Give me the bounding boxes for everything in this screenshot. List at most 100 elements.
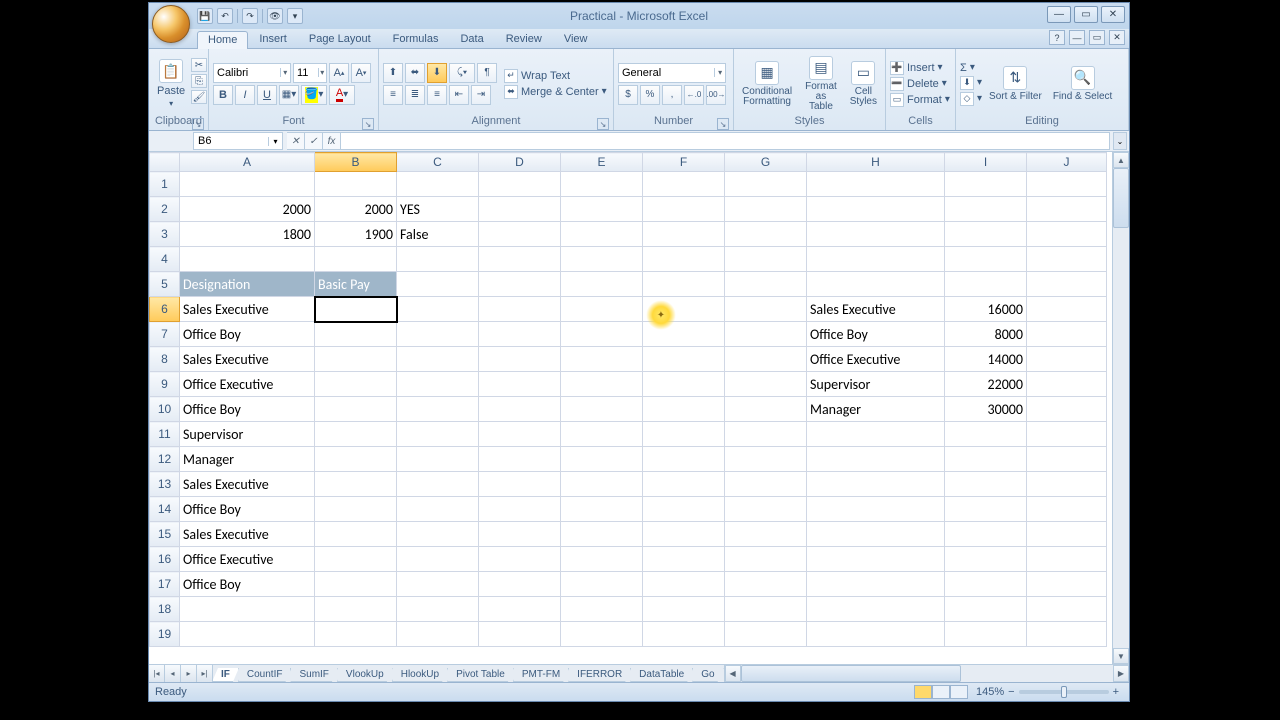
prev-sheet-button[interactable]: ◂ — [165, 665, 181, 682]
cell-F8[interactable] — [643, 347, 725, 372]
cell-H5[interactable] — [807, 272, 945, 297]
orientation-button[interactable]: ⤹▾ — [449, 63, 475, 83]
select-all-corner[interactable] — [150, 153, 180, 172]
cell-A19[interactable] — [180, 622, 315, 647]
cell-H3[interactable] — [807, 222, 945, 247]
cell-C10[interactable] — [397, 397, 479, 422]
cell-B12[interactable] — [315, 447, 397, 472]
cell-J12[interactable] — [1027, 447, 1107, 472]
cell-J1[interactable] — [1027, 172, 1107, 197]
zoom-in-button[interactable]: + — [1113, 686, 1119, 698]
row-header-3[interactable]: 3 — [150, 222, 180, 247]
dialog-launcher[interactable]: ↘ — [192, 118, 204, 130]
cell-D4[interactable] — [479, 247, 561, 272]
cell-A3[interactable]: 1800 — [180, 222, 315, 247]
cell-H13[interactable] — [807, 472, 945, 497]
sheet-tab-hlookup[interactable]: HlookUp — [392, 668, 448, 682]
cell-H15[interactable] — [807, 522, 945, 547]
tab-review[interactable]: Review — [495, 30, 553, 48]
dialog-launcher[interactable]: ↘ — [597, 118, 609, 130]
cell-styles-button[interactable]: ▭Cell Styles — [846, 59, 881, 109]
cell-A16[interactable]: Office Executive — [180, 547, 315, 572]
row-header-12[interactable]: 12 — [150, 447, 180, 472]
hscroll-thumb[interactable] — [741, 665, 961, 682]
cell-F11[interactable] — [643, 422, 725, 447]
cell-A18[interactable] — [180, 597, 315, 622]
col-header-D[interactable]: D — [479, 153, 561, 172]
cell-D17[interactable] — [479, 572, 561, 597]
align-right-button[interactable]: ≡ — [427, 85, 447, 105]
minimize-button[interactable]: — — [1047, 6, 1071, 23]
sheet-tab-sumif[interactable]: SumIF — [290, 668, 337, 682]
tab-page-layout[interactable]: Page Layout — [298, 30, 382, 48]
cell-I18[interactable] — [945, 597, 1027, 622]
cell-J8[interactable] — [1027, 347, 1107, 372]
col-header-C[interactable]: C — [397, 153, 479, 172]
cell-C3[interactable]: False — [397, 222, 479, 247]
cell-D13[interactable] — [479, 472, 561, 497]
align-middle-button[interactable]: ⬌ — [405, 63, 425, 83]
cell-H4[interactable] — [807, 247, 945, 272]
cell-I16[interactable] — [945, 547, 1027, 572]
cell-D6[interactable] — [479, 297, 561, 322]
cell-J15[interactable] — [1027, 522, 1107, 547]
cell-B4[interactable] — [315, 247, 397, 272]
cell-C19[interactable] — [397, 622, 479, 647]
cell-A4[interactable] — [180, 247, 315, 272]
font-color-button[interactable]: A▾ — [329, 85, 355, 105]
clear-button[interactable]: ◇▾ — [960, 92, 982, 106]
cell-I9[interactable]: 22000 — [945, 372, 1027, 397]
cell-I4[interactable] — [945, 247, 1027, 272]
cell-J9[interactable] — [1027, 372, 1107, 397]
cell-A8[interactable]: Sales Executive — [180, 347, 315, 372]
cell-H18[interactable] — [807, 597, 945, 622]
cell-E17[interactable] — [561, 572, 643, 597]
cell-B15[interactable] — [315, 522, 397, 547]
cell-G13[interactable] — [725, 472, 807, 497]
format-as-table-button[interactable]: ▤Format as Table — [799, 54, 843, 114]
cell-E7[interactable] — [561, 322, 643, 347]
col-header-A[interactable]: A — [180, 153, 315, 172]
enter-formula-button[interactable]: ✓ — [305, 132, 323, 150]
cell-C14[interactable] — [397, 497, 479, 522]
sheet-tab-datatable[interactable]: DataTable — [630, 668, 693, 682]
row-header-11[interactable]: 11 — [150, 422, 180, 447]
cell-I7[interactable]: 8000 — [945, 322, 1027, 347]
cell-F1[interactable] — [643, 172, 725, 197]
cell-G5[interactable] — [725, 272, 807, 297]
cell-F12[interactable] — [643, 447, 725, 472]
cell-J19[interactable] — [1027, 622, 1107, 647]
insert-cells-button[interactable]: ➕Insert ▾ — [890, 61, 950, 75]
cell-J10[interactable] — [1027, 397, 1107, 422]
cell-F3[interactable] — [643, 222, 725, 247]
cell-I5[interactable] — [945, 272, 1027, 297]
cell-D3[interactable] — [479, 222, 561, 247]
cell-C16[interactable] — [397, 547, 479, 572]
cell-H17[interactable] — [807, 572, 945, 597]
row-header-4[interactable]: 4 — [150, 247, 180, 272]
cell-C15[interactable] — [397, 522, 479, 547]
cell-D19[interactable] — [479, 622, 561, 647]
cell-B14[interactable] — [315, 497, 397, 522]
cell-A14[interactable]: Office Boy — [180, 497, 315, 522]
cell-C18[interactable] — [397, 597, 479, 622]
cell-H8[interactable]: Office Executive — [807, 347, 945, 372]
cell-C1[interactable] — [397, 172, 479, 197]
cell-E1[interactable] — [561, 172, 643, 197]
cell-J7[interactable] — [1027, 322, 1107, 347]
cell-J2[interactable] — [1027, 197, 1107, 222]
cell-G3[interactable] — [725, 222, 807, 247]
zoom-level[interactable]: 145% — [976, 686, 1004, 698]
sheet-tab-vlookup[interactable]: VlookUp — [337, 668, 393, 682]
cell-G1[interactable] — [725, 172, 807, 197]
cell-I14[interactable] — [945, 497, 1027, 522]
cell-B9[interactable] — [315, 372, 397, 397]
cell-F17[interactable] — [643, 572, 725, 597]
normal-view-button[interactable] — [914, 685, 932, 699]
number-format-dropdown[interactable]: ▾ — [618, 63, 726, 83]
cell-F9[interactable] — [643, 372, 725, 397]
cell-A5[interactable]: Designation — [180, 272, 315, 297]
cell-I2[interactable] — [945, 197, 1027, 222]
cell-D7[interactable] — [479, 322, 561, 347]
cell-I6[interactable]: 16000 — [945, 297, 1027, 322]
